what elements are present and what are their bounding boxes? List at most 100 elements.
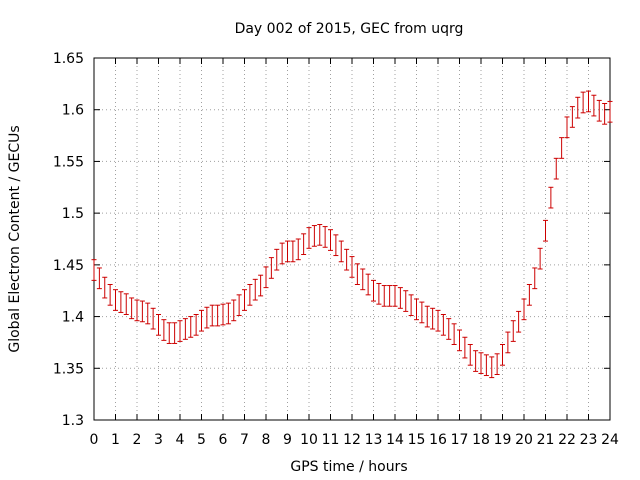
x-tick-label: 12 (343, 432, 361, 448)
data-point (591, 94, 597, 117)
data-point (548, 186, 554, 209)
data-point (102, 276, 108, 299)
x-tick-label: 6 (219, 432, 228, 448)
data-point (586, 90, 591, 113)
data-point (274, 248, 280, 271)
data-point (360, 268, 366, 291)
data-point (371, 279, 376, 302)
x-tick-label: 16 (429, 432, 447, 448)
data-point (494, 353, 500, 375)
y-tick-label: 1.55 (53, 154, 84, 170)
x-tick-label: 18 (472, 432, 490, 448)
data-point (279, 242, 285, 265)
data-point (419, 301, 425, 324)
data-point (473, 350, 479, 372)
y-axis-label: Global Electron Content / GECUs (7, 125, 23, 352)
data-point (193, 314, 199, 336)
data-point (247, 284, 253, 306)
y-tick-label: 1.6 (62, 103, 84, 119)
data-point (204, 306, 210, 329)
data-point (467, 343, 473, 366)
x-tick-label: 21 (537, 432, 555, 448)
data-point (134, 299, 140, 322)
data-point (96, 267, 102, 290)
x-tick-label: 1 (111, 432, 120, 448)
data-point (607, 100, 613, 123)
data-point (553, 157, 559, 180)
data-point (403, 290, 409, 312)
data-point (537, 247, 543, 270)
data-point (414, 298, 419, 321)
data-point (521, 298, 527, 321)
data-point (209, 304, 215, 327)
x-tick-label: 8 (262, 432, 271, 448)
data-point (376, 282, 382, 305)
data-point (236, 294, 242, 317)
y-tick-label: 1.45 (53, 258, 84, 274)
data-point (381, 285, 387, 307)
data-point (231, 299, 237, 322)
x-tick-label: 24 (601, 432, 619, 448)
data-point (301, 233, 307, 256)
data-point (526, 284, 532, 306)
data-point (446, 318, 452, 340)
x-tick-labels: 0 1 2 3 4 5 6 7 8 9 10 11 12 13 14 15 16 17 18 19 20 21 22 23 24 (90, 432, 619, 448)
data-point (462, 336, 468, 359)
data-point (322, 226, 328, 248)
data-point (489, 356, 495, 379)
y-tick-label: 1.4 (62, 310, 84, 326)
y-tick-label: 1.3 (62, 413, 84, 429)
data-point (166, 322, 172, 344)
data-point (123, 293, 129, 316)
data-point (113, 289, 118, 311)
data-point (365, 273, 371, 296)
data-point (397, 287, 403, 309)
x-tick-label: 15 (408, 432, 426, 448)
data-points (91, 90, 613, 379)
data-point (424, 305, 430, 328)
y-tick-labels: 1.3 1.35 1.4 1.45 1.5 1.55 1.6 1.65 (53, 51, 84, 429)
x-tick-label: 14 (386, 432, 404, 448)
x-tick-label: 13 (365, 432, 383, 448)
data-point (408, 294, 414, 317)
x-tick-label: 17 (451, 432, 469, 448)
data-point (483, 354, 489, 377)
x-tick-label: 11 (322, 432, 340, 448)
data-point (199, 309, 204, 332)
x-tick-label: 4 (176, 432, 185, 448)
data-point (150, 307, 156, 330)
x-tick-label: 2 (133, 432, 142, 448)
data-point (559, 137, 565, 159)
data-point (258, 274, 264, 297)
data-point (596, 99, 602, 122)
data-point (290, 240, 296, 263)
data-point (510, 320, 516, 342)
x-tick-label: 20 (515, 432, 533, 448)
data-point (242, 289, 247, 311)
data-point (564, 116, 570, 139)
x-tick-label: 0 (90, 432, 99, 448)
data-point (580, 91, 586, 114)
data-point (225, 302, 231, 325)
chart-title: Day 002 of 2015, GEC from uqrg (235, 21, 464, 37)
y-tick-label: 1.35 (53, 361, 84, 377)
data-point (188, 316, 194, 338)
data-point (344, 248, 350, 271)
data-point (268, 257, 274, 279)
y-tick-label: 1.65 (53, 51, 84, 67)
data-point (532, 267, 538, 290)
data-point (516, 310, 522, 333)
data-point (161, 319, 167, 341)
data-point (145, 302, 151, 325)
data-point (392, 285, 398, 307)
data-point (478, 352, 484, 374)
data-point (440, 314, 446, 336)
data-point (177, 320, 183, 342)
data-point (172, 322, 178, 344)
data-point (263, 266, 269, 289)
x-axis-label: GPS time / hours (290, 459, 407, 475)
data-point (311, 225, 317, 247)
data-point (575, 96, 581, 119)
data-point (285, 240, 290, 263)
